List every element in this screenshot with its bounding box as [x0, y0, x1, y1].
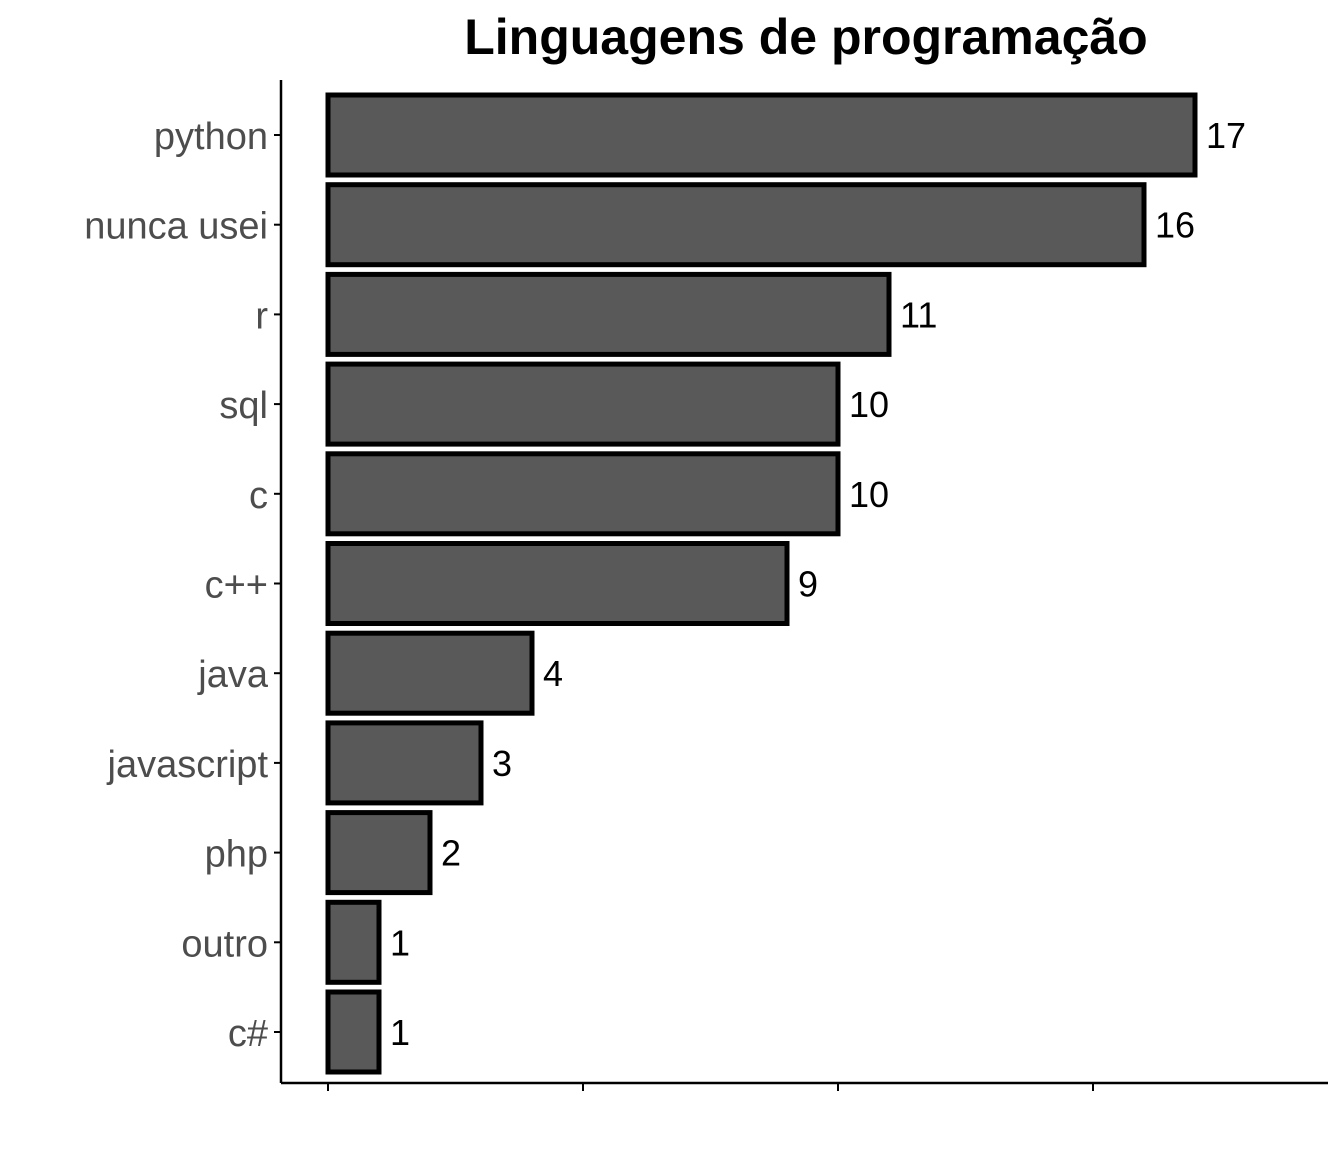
value-label-c: 10: [849, 474, 889, 515]
bar-c: [325, 989, 382, 1075]
value-label-c: 9: [798, 564, 818, 605]
bar-sql: [325, 361, 841, 447]
category-label-php: php: [205, 834, 268, 876]
category-label-c: c#: [228, 1013, 268, 1055]
category-label-sql: sql: [219, 385, 268, 427]
category-label-python: python: [154, 116, 268, 158]
bar-c: [325, 541, 790, 626]
value-label-python: 17: [1206, 115, 1246, 156]
category-label-outro: outro: [181, 923, 268, 965]
bar-java: [325, 630, 535, 716]
value-label-r: 11: [900, 294, 937, 335]
category-label-c: c: [249, 475, 268, 517]
value-label-php: 2: [441, 833, 461, 874]
bar-c: [325, 451, 841, 537]
chart-title: Linguagens de programação: [464, 9, 1147, 65]
value-label-sql: 10: [849, 384, 889, 425]
category-label-r: r: [255, 295, 268, 337]
bar-python: [325, 92, 1198, 178]
value-label-c: 1: [390, 1012, 410, 1053]
category-label-java: java: [197, 654, 269, 696]
category-label-javascript: javascript: [107, 744, 269, 786]
category-label-nunca-usei: nunca usei: [84, 206, 268, 248]
axes-group: python nunca usei r sql c c++ java javascript ph…: [84, 80, 1328, 1091]
bar-javascript: [325, 720, 484, 806]
bar-outro: [325, 899, 382, 985]
value-label-java: 4: [543, 653, 563, 694]
bar-nunca-usei: [325, 182, 1147, 268]
value-label-javascript: 3: [492, 743, 512, 784]
value-label-outro: 1: [390, 922, 410, 963]
bar-php: [325, 810, 433, 896]
bar-r: [325, 271, 892, 357]
value-label-nunca-usei: 16: [1155, 205, 1195, 246]
category-label-c: c++: [205, 565, 268, 607]
